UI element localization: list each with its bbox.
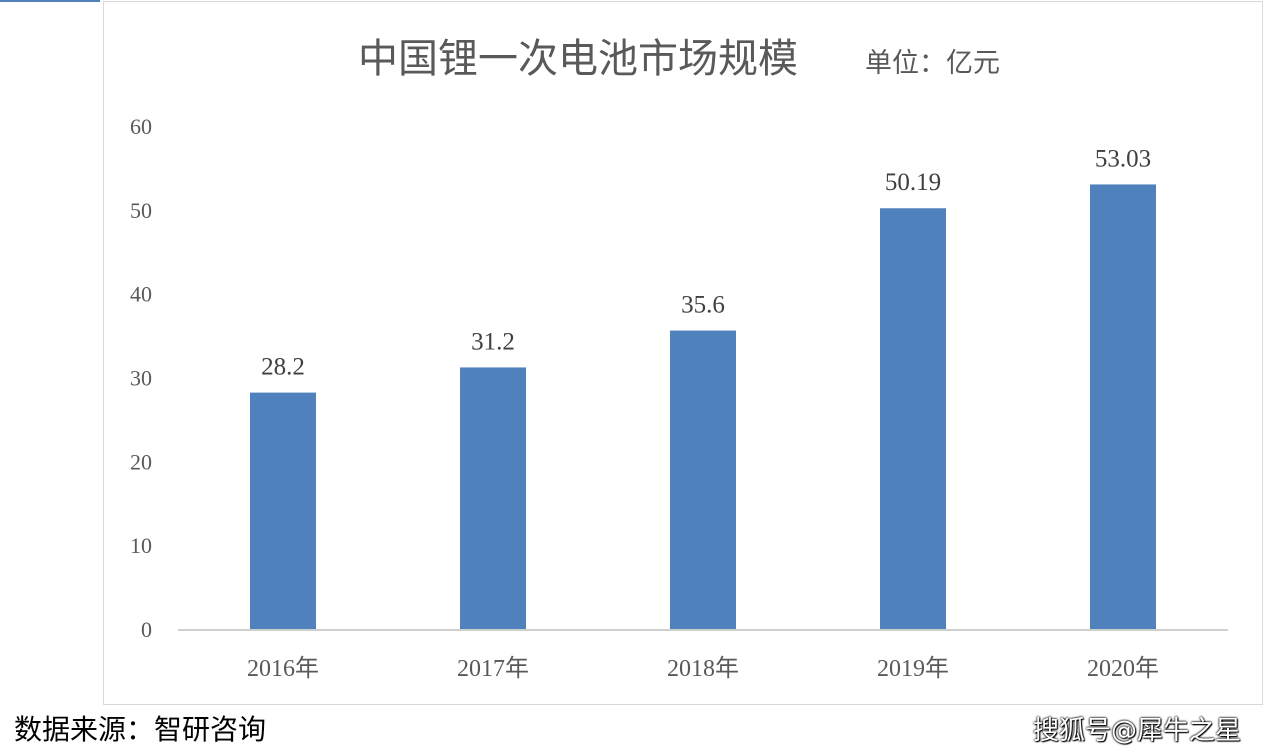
y-tick-label: 10 <box>130 533 152 558</box>
data-label: 31.2 <box>471 328 515 355</box>
x-tick-label: 2016年 <box>247 655 319 682</box>
data-label: 53.03 <box>1095 145 1151 172</box>
x-tick-label: 2018年 <box>667 655 739 682</box>
bars <box>250 184 1156 630</box>
y-tick-label: 0 <box>141 617 152 642</box>
x-axis: 2016年 2017年 2018年 2019年 2020年 <box>247 655 1159 682</box>
chart-unit: 单位：亿元 <box>865 48 1000 79</box>
data-label: 50.19 <box>885 169 941 196</box>
data-labels: 28.2 31.2 35.6 50.19 53.03 <box>261 145 1151 380</box>
source-note: 数据来源：智研咨询 <box>14 713 267 746</box>
chart-title: 中国锂一次电池市场规模 <box>358 36 798 82</box>
top-accent-line <box>0 0 100 2</box>
y-tick-label: 20 <box>130 449 152 474</box>
watermark: 搜狐号@犀牛之星 <box>1032 716 1241 746</box>
bar <box>250 392 316 629</box>
y-axis: 0 10 20 30 40 50 60 <box>130 114 152 642</box>
y-tick-label: 50 <box>130 198 152 223</box>
bar <box>1090 184 1156 630</box>
x-tick-label: 2019年 <box>877 655 949 682</box>
bar <box>880 208 946 630</box>
bar <box>670 330 736 629</box>
x-tick-label: 2020年 <box>1087 655 1159 682</box>
data-label: 35.6 <box>681 292 725 319</box>
y-tick-label: 40 <box>130 282 152 307</box>
y-tick-label: 60 <box>130 114 152 139</box>
data-label: 28.2 <box>261 354 305 381</box>
x-tick-label: 2017年 <box>457 655 529 682</box>
y-tick-label: 30 <box>130 366 152 391</box>
bar <box>460 367 526 629</box>
